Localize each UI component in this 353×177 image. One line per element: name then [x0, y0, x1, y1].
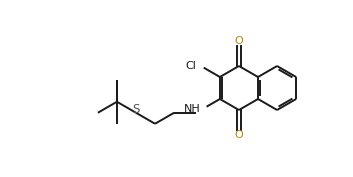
Text: O: O [235, 130, 243, 140]
Text: Cl: Cl [186, 61, 197, 71]
Text: O: O [235, 36, 243, 46]
Text: S: S [132, 103, 140, 116]
Text: NH: NH [184, 104, 201, 115]
